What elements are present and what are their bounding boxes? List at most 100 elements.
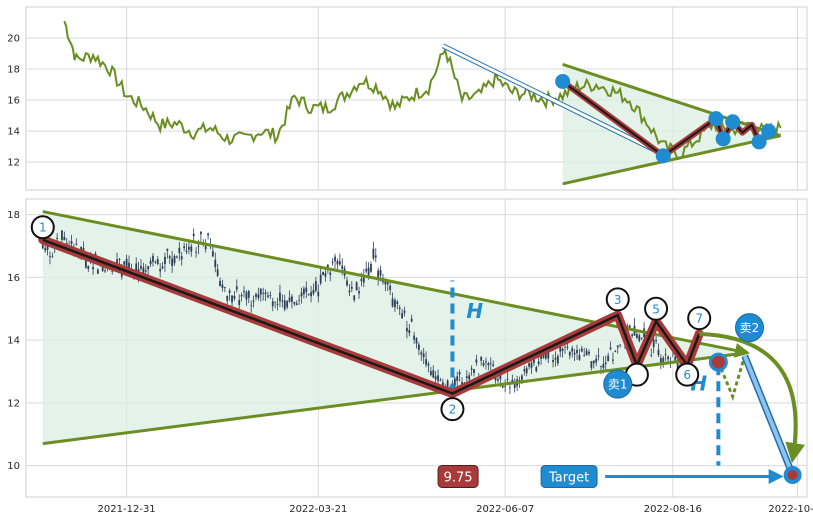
candle-body: [44, 248, 47, 251]
candle-body: [348, 290, 351, 293]
candle-body: [628, 325, 631, 330]
candle-body: [116, 259, 118, 265]
candle-body: [211, 251, 214, 257]
candle-body: [87, 266, 90, 269]
candle-body: [183, 246, 186, 249]
bottom-triangle-upper-line: [42, 210, 751, 358]
candle-body: [511, 379, 514, 383]
top-y-tick-label: 18: [7, 65, 20, 76]
candle-body: [456, 376, 459, 381]
candle-body: [408, 330, 411, 334]
breakout-dip-path: [717, 355, 747, 402]
sell-point-marker: [603, 369, 633, 399]
candle-body: [667, 356, 669, 360]
candle-body: [341, 265, 344, 269]
candle-body: [564, 346, 566, 348]
top-pivot-marker: [725, 114, 741, 130]
candle-body: [487, 363, 490, 366]
candle-body: [401, 313, 404, 319]
top-pivot-marker: [761, 123, 777, 139]
candle-body: [370, 264, 372, 272]
candle-body: [238, 300, 241, 305]
candle-body: [235, 286, 238, 290]
candle-body: [585, 350, 588, 356]
candle-body: [362, 276, 365, 283]
candle-body: [159, 268, 162, 272]
candle-body: [652, 339, 655, 348]
pivot-label: 1: [39, 221, 47, 235]
candle-body: [528, 363, 530, 367]
candle-body: [147, 265, 150, 270]
candle-body: [123, 261, 126, 265]
candle-body: [379, 270, 382, 276]
top-pivot-marker: [715, 131, 731, 147]
candle-body: [458, 372, 461, 375]
candle-body: [188, 246, 190, 250]
candle-body: [305, 287, 308, 293]
candle-body: [334, 256, 336, 262]
candle-body: [439, 380, 442, 382]
bottom-triangle-fill: [42, 211, 748, 444]
candle-body: [180, 256, 183, 260]
candle-body: [185, 250, 188, 252]
candle-body: [358, 291, 360, 294]
candle-body: [245, 292, 248, 300]
candle-body: [612, 359, 614, 361]
candle-body: [676, 360, 679, 370]
candle-body: [310, 292, 312, 297]
candle-body: [609, 347, 612, 350]
pivot-label: 6: [683, 368, 691, 382]
candle-body: [597, 355, 600, 357]
top-y-tick-label: 12: [7, 158, 20, 169]
top-wedge-upper-line: [562, 62, 782, 138]
candle-body: [216, 269, 219, 276]
candle-body: [56, 237, 59, 239]
bottom-y-tick-label: 12: [7, 398, 20, 409]
candle-body: [111, 270, 114, 272]
candle-body: [465, 376, 468, 379]
pivot-label: 3: [614, 293, 622, 307]
candle-body: [317, 291, 320, 297]
candle-body: [75, 243, 78, 245]
candle-body: [199, 231, 202, 235]
candle-body: [489, 363, 492, 365]
candle-body: [475, 359, 478, 363]
candle-body: [406, 327, 408, 332]
target-marker-inner: [787, 470, 798, 481]
candle-body: [149, 260, 152, 265]
candle-body: [367, 267, 370, 277]
candle-body: [461, 382, 463, 385]
candle-body: [135, 263, 138, 271]
candle-body: [346, 280, 348, 286]
candle-body: [394, 299, 396, 308]
candle-body: [61, 230, 63, 240]
candle-body: [252, 300, 255, 302]
candle-body: [674, 356, 677, 363]
candle-body: [559, 344, 562, 352]
candle-body: [583, 355, 586, 357]
candle-body: [573, 352, 576, 355]
candle-body: [288, 297, 291, 302]
candle-body: [221, 284, 224, 289]
candle-body: [70, 241, 73, 244]
candle-body: [657, 349, 660, 356]
top-pivot-marker: [708, 111, 724, 127]
pivot-circle: [440, 397, 465, 422]
candle-body: [355, 282, 358, 291]
candle-body: [195, 251, 197, 253]
candle-body: [281, 300, 284, 302]
candle-body: [295, 303, 298, 305]
candle-body: [473, 369, 475, 374]
candle-body: [420, 352, 423, 355]
candle-body: [204, 246, 207, 250]
candle-body: [190, 246, 193, 252]
candle-body: [171, 258, 174, 267]
candle-body: [173, 256, 176, 264]
candle-body: [259, 288, 262, 295]
candle-body: [664, 354, 667, 356]
candle-body: [104, 270, 106, 272]
candle-body: [501, 385, 504, 388]
x-tick-label: 2022-08-16: [644, 504, 702, 515]
candle-body: [396, 301, 399, 304]
candle-body: [525, 368, 528, 374]
